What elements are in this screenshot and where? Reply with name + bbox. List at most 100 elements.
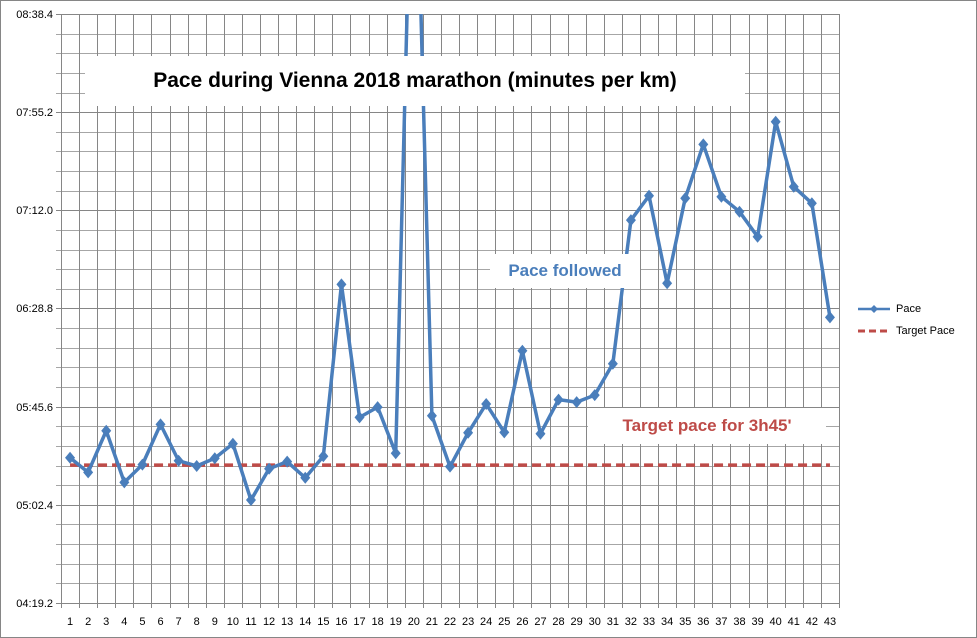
data-point-marker <box>607 357 618 370</box>
data-point-marker <box>445 460 455 473</box>
data-point-marker <box>264 462 275 475</box>
x-tick-label: 8 <box>194 616 200 628</box>
data-point-marker <box>571 396 582 409</box>
dashed-line-icon <box>858 329 890 333</box>
x-tick-label: 7 <box>176 616 182 628</box>
x-tick-label: 41 <box>788 616 800 628</box>
x-tick-label: 11 <box>245 616 256 628</box>
pace-line <box>65 14 835 507</box>
x-tick-label: 1 <box>67 616 73 628</box>
x-tick-label: 14 <box>299 616 311 628</box>
data-point-marker <box>481 397 492 410</box>
x-tick-label: 15 <box>317 616 329 628</box>
target-pace-annotation: Target pace for 3h45' <box>588 408 826 444</box>
pace-followed-annotation: Pace followed <box>490 254 640 288</box>
x-tick-label: 4 <box>121 616 127 628</box>
data-point-marker <box>354 411 365 424</box>
x-tick-label: 17 <box>353 616 365 628</box>
x-axis: 1 2 3 4 5 6 7 8 9 10 11 12 13 14 15 16 17 18 19 20 21 22 23 24 2… <box>67 616 836 628</box>
data-point-marker <box>662 277 673 290</box>
x-tick-label: 20 <box>408 616 420 628</box>
data-point-marker <box>137 458 148 471</box>
chart-title: Pace during Vienna 2018 marathon (minute… <box>153 69 677 92</box>
x-tick-label: 36 <box>697 616 709 628</box>
x-tick-label: 38 <box>733 616 745 628</box>
x-tick-label: 40 <box>770 616 782 628</box>
data-point-marker <box>752 230 763 243</box>
chart-legend: Pace Target Pace <box>856 298 974 342</box>
legend-label-target-pace: Target Pace <box>896 325 955 337</box>
data-point-marker <box>83 466 94 479</box>
data-point-marker <box>426 409 437 422</box>
x-tick-label: 5 <box>139 616 145 628</box>
chart-title-box: Pace during Vienna 2018 marathon (minute… <box>85 56 745 106</box>
data-point-marker <box>644 189 655 202</box>
data-point-marker <box>191 459 202 472</box>
pace-line-marker-icon <box>858 305 890 313</box>
data-point-marker <box>716 190 727 203</box>
data-point-marker <box>680 192 691 205</box>
y-tick-label: 07:12.0 <box>16 205 53 217</box>
y-tick-label: 05:02.4 <box>16 500 53 512</box>
y-tick-label: 08:38.4 <box>16 9 53 21</box>
x-tick-label: 28 <box>552 616 564 628</box>
x-tick-label: 10 <box>227 616 239 628</box>
data-point-marker <box>336 278 347 291</box>
x-tick-label: 12 <box>263 616 275 628</box>
x-tick-label: 16 <box>335 616 347 628</box>
x-tick-label: 2 <box>85 616 91 628</box>
x-tick-label: 29 <box>571 616 583 628</box>
data-point-marker <box>734 205 745 218</box>
x-tick-label: 27 <box>534 616 546 628</box>
x-tick-label: 9 <box>212 616 218 628</box>
data-point-marker <box>553 393 564 406</box>
data-point-marker <box>589 389 600 402</box>
data-point-marker <box>119 476 130 489</box>
y-tick-label: 04:19.2 <box>16 598 53 610</box>
x-tick-label: 43 <box>824 616 836 628</box>
legend-item-target-pace: Target Pace <box>856 320 974 342</box>
data-point-marker <box>173 454 184 467</box>
data-point-marker <box>318 450 329 463</box>
data-point-marker <box>209 452 220 465</box>
x-tick-label: 35 <box>679 616 691 628</box>
x-tick-label: 37 <box>715 616 727 628</box>
data-point-marker <box>227 437 238 450</box>
data-point-marker <box>300 471 311 484</box>
x-tick-label: 13 <box>281 616 293 628</box>
y-tick-label: 07:55.2 <box>16 107 53 119</box>
x-tick-label: 34 <box>661 616 673 628</box>
gridlines <box>56 14 840 608</box>
data-point-marker <box>372 401 383 414</box>
data-point-marker <box>65 451 76 464</box>
data-point-marker <box>463 426 474 439</box>
x-tick-label: 30 <box>589 616 601 628</box>
data-point-marker <box>788 180 799 193</box>
legend-item-pace: Pace <box>856 298 974 320</box>
data-point-marker <box>245 494 256 507</box>
x-tick-label: 42 <box>806 616 818 628</box>
x-tick-label: 3 <box>103 616 109 628</box>
x-tick-label: 26 <box>516 616 528 628</box>
data-point-marker <box>155 418 166 431</box>
x-tick-label: 39 <box>751 616 763 628</box>
data-point-marker <box>282 455 293 468</box>
data-point-marker <box>698 138 709 151</box>
x-tick-label: 19 <box>390 616 402 628</box>
target-pace-label: Target pace for 3h45' <box>622 416 792 435</box>
data-point-marker <box>499 426 510 439</box>
data-point-marker <box>517 344 528 357</box>
x-tick-label: 6 <box>157 616 163 628</box>
data-point-marker <box>101 424 112 437</box>
data-point-marker <box>390 447 401 460</box>
x-tick-label: 24 <box>480 616 492 628</box>
data-point-marker <box>770 115 781 128</box>
x-tick-label: 33 <box>643 616 655 628</box>
x-tick-label: 25 <box>498 616 510 628</box>
x-tick-label: 21 <box>426 616 438 628</box>
data-point-marker <box>535 427 546 440</box>
data-point-marker <box>824 311 835 324</box>
x-tick-label: 23 <box>462 616 474 628</box>
